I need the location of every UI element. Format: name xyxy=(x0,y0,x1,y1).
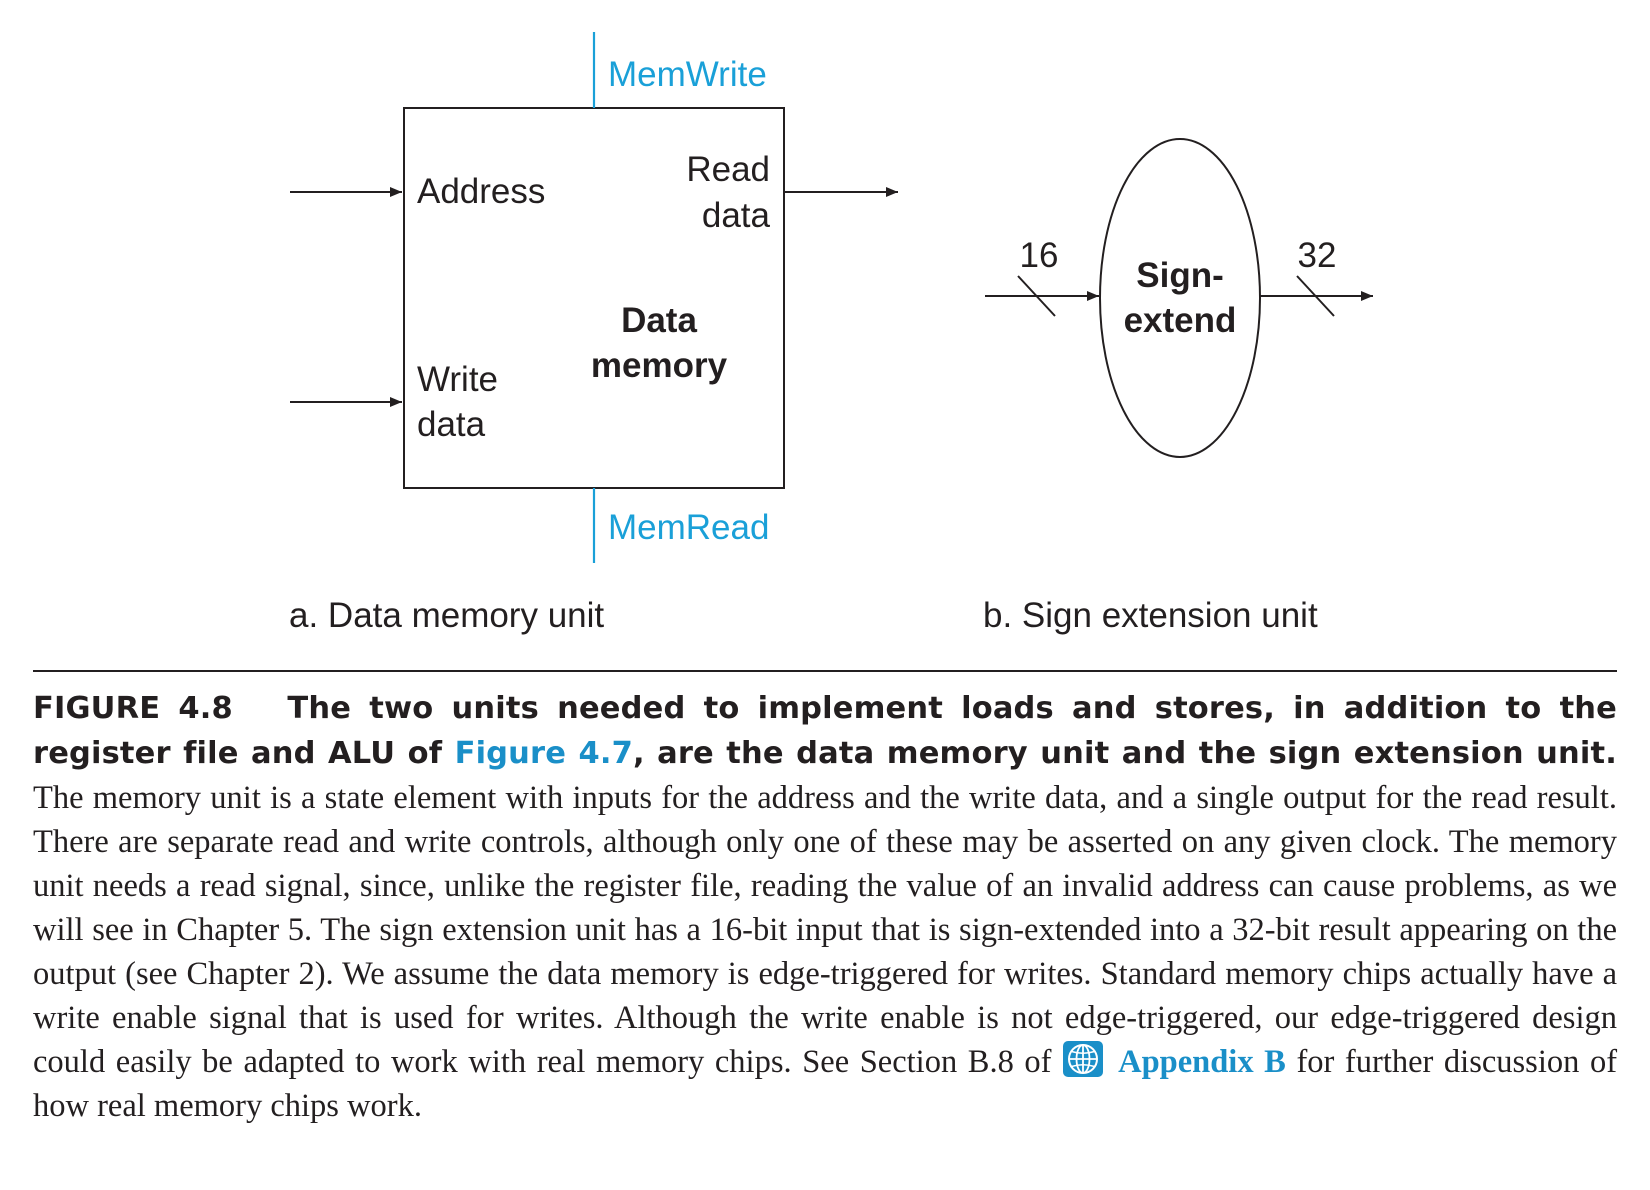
address-label: Address xyxy=(417,172,545,211)
caption-body-part1: The memory unit is a state element with … xyxy=(33,780,1617,1080)
caption-rule xyxy=(33,670,1617,672)
figure-caption: FIGURE 4.8 The two units needed to imple… xyxy=(33,686,1617,1128)
write-data-label: data xyxy=(417,405,486,444)
sign-extension-unit: 16 32 Sign- extend b. Sign extension uni… xyxy=(983,138,1373,635)
figure-diagram: MemWrite MemRead Address Write data Read… xyxy=(289,32,1373,635)
sign-extend-name-line2: extend xyxy=(1124,301,1237,340)
memwrite-label: MemWrite xyxy=(608,55,767,94)
globe-icon[interactable] xyxy=(1062,1040,1104,1078)
figure-label: FIGURE 4.8 xyxy=(33,691,233,726)
caption-heading: FIGURE 4.8 The two units needed to imple… xyxy=(33,691,1617,771)
data-memory-name-line1: Data xyxy=(621,301,697,340)
caption-body-part2: for further discussion of how real memor… xyxy=(33,1044,1618,1124)
sign-extend-input-bus-slash xyxy=(1017,275,1056,317)
subcaption-b: b. Sign extension unit xyxy=(983,596,1318,635)
data-memory-name-line2: memory xyxy=(591,346,728,385)
input-width-label: 16 xyxy=(1020,236,1059,275)
caption-title-part2: , are the data memory unit and the sign … xyxy=(632,736,1617,771)
sign-extend-output-bus-slash xyxy=(1296,275,1335,317)
subcaption-a: a. Data memory unit xyxy=(289,596,604,635)
read-label: Read xyxy=(686,150,770,189)
appendix-b-link[interactable]: Appendix B xyxy=(1118,1044,1286,1080)
sign-extend-ellipse xyxy=(1099,138,1261,458)
caption-title-part1: The two units needed to implement loads … xyxy=(33,691,1617,771)
write-label: Write xyxy=(417,360,498,399)
sign-extend-name-line1: Sign- xyxy=(1136,256,1223,295)
figure-4-7-link[interactable]: Figure 4.7 xyxy=(454,736,633,771)
data-memory-unit: MemWrite MemRead Address Write data Read… xyxy=(289,32,898,635)
memread-label: MemRead xyxy=(608,508,769,547)
output-width-label: 32 xyxy=(1298,236,1337,275)
read-data-label: data xyxy=(702,196,771,235)
